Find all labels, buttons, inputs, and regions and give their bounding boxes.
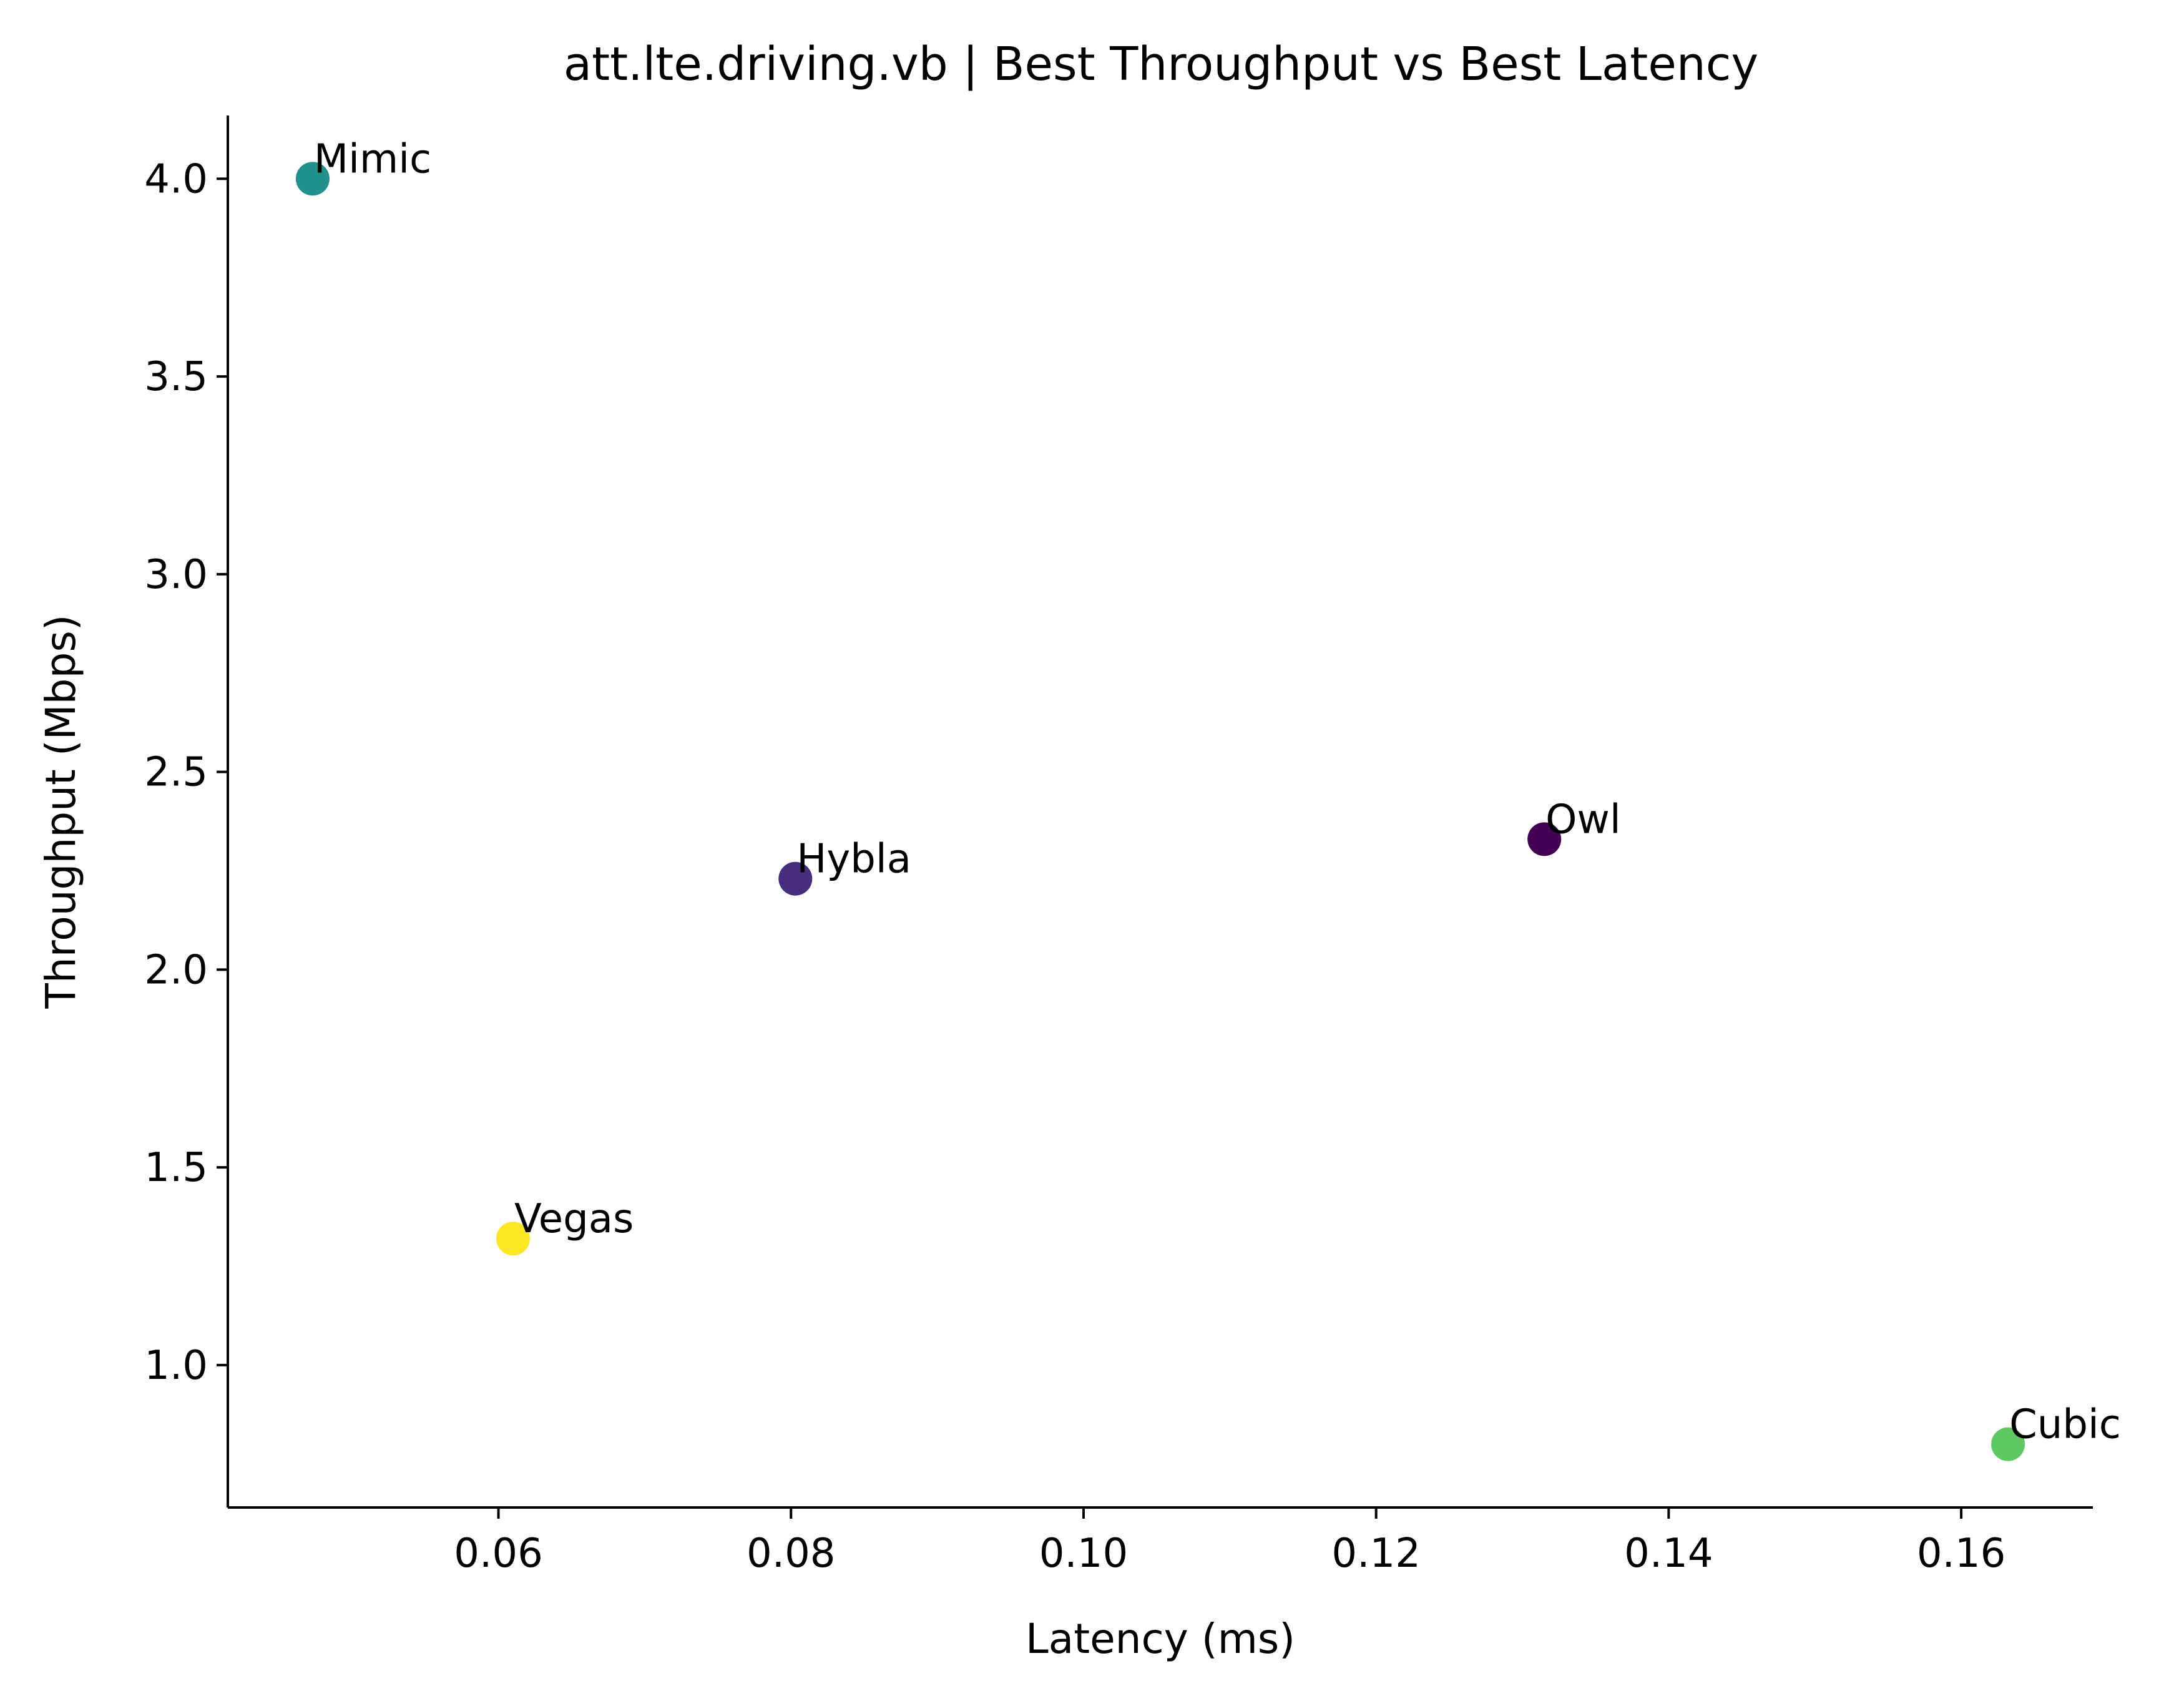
y-tick-label: 2.5 — [144, 750, 208, 796]
data-point-cubic — [1991, 1427, 2025, 1461]
y-tick-label: 2.0 — [144, 947, 208, 993]
x-axis-ticks: 0.06 0.08 0.10 0.12 0.14 0.16 — [454, 1507, 2005, 1577]
y-tick-label: 1.0 — [144, 1343, 208, 1389]
data-point-vegas — [496, 1222, 530, 1256]
data-point-mimic — [295, 162, 330, 196]
x-tick-label: 0.12 — [1331, 1531, 1421, 1577]
data-points: Mimic Hybla Owl Vegas Cubic — [295, 136, 2121, 1461]
y-tick-label: 3.0 — [144, 552, 208, 598]
data-point-owl — [1527, 822, 1562, 856]
y-tick-label: 3.5 — [144, 354, 208, 400]
point-label-mimic: Mimic — [314, 136, 431, 182]
x-tick-label: 0.16 — [1917, 1531, 2006, 1577]
x-tick-label: 0.14 — [1624, 1531, 1713, 1577]
y-tick-label: 4.0 — [144, 156, 208, 202]
point-label-owl: Owl — [1545, 797, 1621, 843]
chart-title: att.lte.driving.vb | Best Throughput vs … — [564, 37, 1758, 91]
x-tick-label: 0.08 — [747, 1531, 836, 1577]
y-axis-ticks: 1.0 1.5 2.0 2.5 3.0 3.5 4.0 — [144, 156, 228, 1389]
point-label-cubic: Cubic — [2009, 1402, 2121, 1448]
plot-area: 0.06 0.08 0.10 0.12 0.14 0.16 1.0 1.5 2.0 2.5 3.0… — [144, 115, 2121, 1577]
x-tick-label: 0.10 — [1039, 1531, 1129, 1577]
data-point-hybla — [778, 861, 813, 896]
point-label-hybla: Hybla — [796, 836, 911, 883]
x-tick-label: 0.06 — [454, 1531, 543, 1577]
x-axis-label: Latency (ms) — [1026, 1615, 1295, 1663]
point-label-vegas: Vegas — [514, 1196, 634, 1242]
y-axis-label: Throughput (Mbps) — [37, 615, 85, 1009]
y-tick-label: 1.5 — [144, 1145, 208, 1191]
